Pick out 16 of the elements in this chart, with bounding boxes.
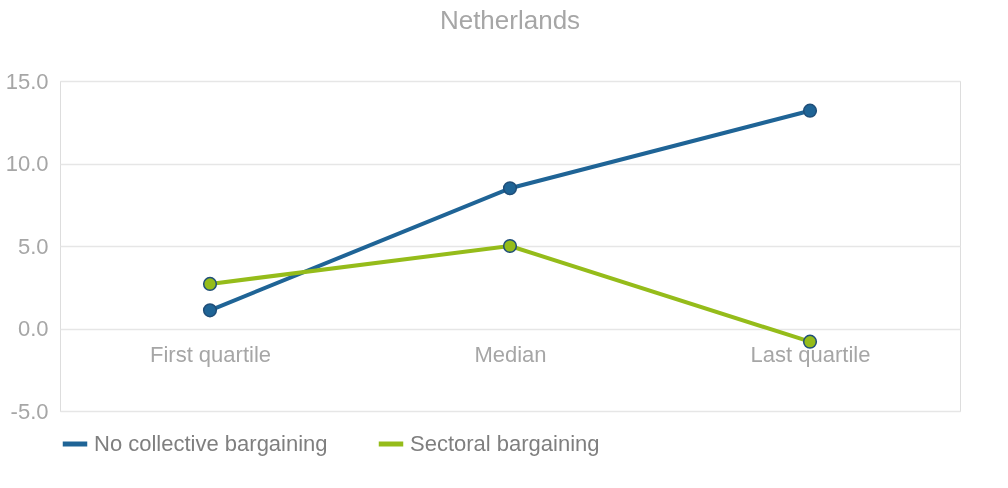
x-tick-label: First quartile [149,342,272,367]
point [202,303,218,318]
point [802,103,818,118]
legend-label: No collective bargaining [94,431,328,456]
point [202,276,218,292]
point [502,181,518,196]
y-tick-label: 5.0 [17,233,49,259]
y-tick-label: 0.0 [17,316,49,341]
legend-label: Sectoral bargaining [410,431,600,456]
y-tick-label: -5.0 [10,398,49,424]
point [502,238,518,254]
y-tick-label: 10.0 [5,151,49,176]
y-tick-label: 15.0 [5,68,49,94]
x-tick-label: Median [474,342,547,367]
x-tick-label: Last quartile [750,342,871,367]
chart-title: Netherlands [439,5,581,35]
